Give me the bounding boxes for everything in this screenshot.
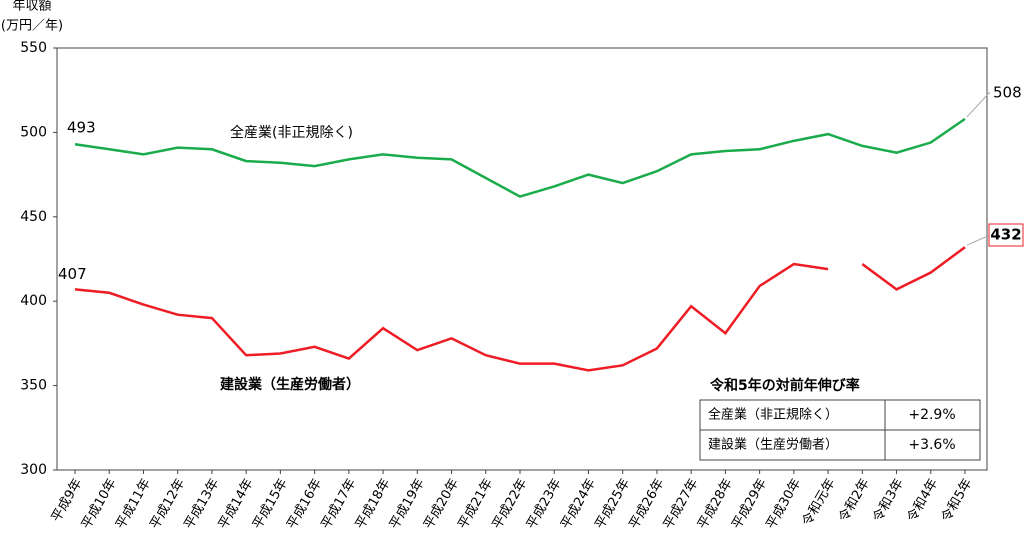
x-tick-label: 令和4年: [905, 476, 942, 524]
series-name: 建設業（生産労働者）: [220, 376, 360, 393]
data-label: 432: [990, 226, 1021, 244]
y-title: (万円／年): [1, 19, 63, 34]
label-box: [988, 223, 1024, 247]
table-title: 令和5年の対前年伸び率: [709, 377, 860, 394]
x-tick-label: 令和3年: [870, 476, 907, 524]
table-cell: +3.6%: [908, 437, 955, 453]
y-tick-label: 350: [20, 378, 47, 394]
x-tick-label: 令和元年: [800, 476, 839, 529]
leader-line: [966, 234, 991, 246]
x-tick-label: 平成9年: [49, 476, 86, 524]
y-tick-label: 300: [20, 462, 47, 478]
table-cell: +2.9%: [908, 407, 955, 423]
series-line: [74, 117, 966, 198]
data-label: 493: [67, 119, 96, 137]
series-line: [74, 262, 829, 372]
y-title: 年収額: [12, 0, 51, 14]
x-tick-label: 令和5年: [939, 476, 976, 524]
table-cell: 全産業（非正規除く）: [708, 407, 838, 423]
y-tick-label: 500: [20, 124, 47, 140]
y-tick-label: 450: [20, 209, 47, 225]
y-tick-label: 550: [20, 40, 47, 56]
series-line: [861, 246, 966, 291]
data-label: 508: [993, 84, 1022, 102]
y-tick-label: 400: [20, 293, 47, 309]
table-cell: 建設業（生産労働者）: [708, 437, 838, 453]
data-label: 407: [58, 265, 87, 283]
x-tick-label: 平成30年: [764, 476, 805, 532]
x-tick-label: 令和2年: [836, 476, 873, 524]
plot-frame: [56, 47, 988, 471]
leader-line: [966, 91, 991, 118]
series-name: 全産業(非正規除く): [230, 124, 353, 141]
